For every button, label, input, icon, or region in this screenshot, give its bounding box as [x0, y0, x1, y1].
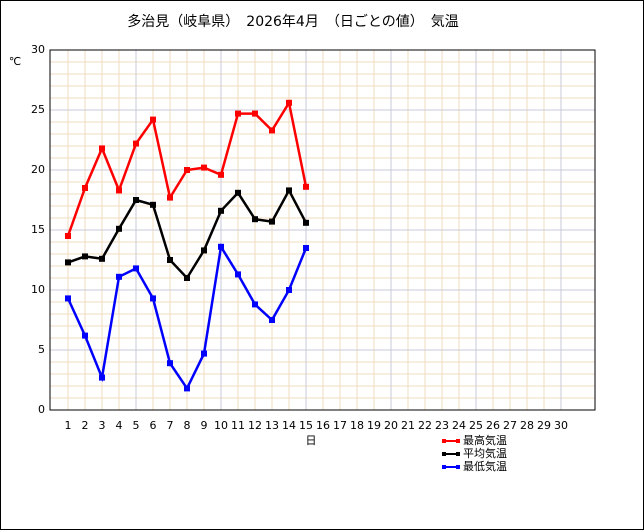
- point: [133, 140, 139, 147]
- point: [201, 164, 207, 171]
- legend-marker: [442, 465, 446, 469]
- point: [235, 110, 241, 117]
- point: [99, 145, 105, 152]
- point: [235, 271, 241, 278]
- x-tick-label: 2: [82, 419, 89, 432]
- x-tick-label: 15: [299, 419, 313, 432]
- x-tick-label: 23: [435, 419, 449, 432]
- point: [235, 189, 241, 196]
- y-tick-label: 10: [31, 283, 45, 296]
- x-tick-label: 1: [65, 419, 72, 432]
- point: [269, 127, 275, 134]
- x-tick-label: 24: [452, 419, 466, 432]
- x-tick-label: 28: [520, 419, 534, 432]
- x-tick-label: 16: [316, 419, 330, 432]
- y-axis-label: ℃: [9, 55, 21, 68]
- point: [65, 295, 71, 302]
- point: [303, 219, 309, 226]
- x-tick-label: 4: [116, 419, 123, 432]
- legend-marker: [442, 439, 446, 443]
- x-tick-label: 6: [150, 419, 157, 432]
- point: [116, 187, 122, 194]
- legend-marker: [442, 452, 446, 456]
- point: [167, 194, 173, 201]
- point: [201, 247, 207, 254]
- x-tick-label: 20: [384, 419, 398, 432]
- x-tick-label: 14: [282, 419, 296, 432]
- x-tick-label: 22: [418, 419, 432, 432]
- x-tick-label: 10: [214, 419, 228, 432]
- x-tick-label: 12: [248, 419, 262, 432]
- point: [184, 385, 190, 392]
- point: [167, 257, 173, 263]
- point: [65, 233, 71, 239]
- legend-marker: [456, 439, 460, 443]
- point: [150, 116, 156, 123]
- legend-marker: [456, 465, 460, 469]
- x-tick-label: 17: [333, 419, 347, 432]
- x-tick-label: 29: [537, 419, 551, 432]
- legend-label: 最高気温: [463, 433, 507, 447]
- point: [286, 287, 292, 293]
- x-tick-label: 8: [184, 419, 191, 432]
- point: [133, 265, 139, 272]
- point: [218, 171, 224, 178]
- point: [133, 197, 139, 203]
- x-tick-label: 25: [469, 419, 483, 432]
- chart-title: 多治見（岐阜県） 2026年4月 （日ごとの値） 気温: [127, 13, 458, 30]
- x-tick-label: 13: [265, 419, 279, 432]
- x-tick-label: 26: [486, 419, 500, 432]
- point: [167, 360, 173, 367]
- point: [269, 317, 275, 323]
- point: [252, 216, 258, 223]
- point: [82, 253, 88, 260]
- x-tick-label: 9: [201, 419, 208, 432]
- y-tick-label: 15: [31, 223, 45, 236]
- y-tick-label: 20: [31, 163, 45, 176]
- point: [286, 99, 292, 106]
- x-tick-label: 21: [401, 419, 415, 432]
- point: [218, 243, 224, 250]
- point: [184, 167, 190, 173]
- y-tick-label: 0: [38, 403, 45, 416]
- point: [99, 255, 105, 262]
- point: [150, 295, 156, 302]
- point: [184, 275, 190, 281]
- y-tick-label: 25: [31, 103, 45, 116]
- point: [82, 332, 88, 339]
- point: [201, 350, 207, 357]
- x-tick-label: 27: [503, 419, 517, 432]
- point: [252, 301, 258, 308]
- x-tick-label: 3: [99, 419, 106, 432]
- point: [82, 185, 88, 191]
- point: [303, 183, 309, 190]
- point: [99, 374, 105, 381]
- x-axis-label: 日: [306, 434, 317, 447]
- point: [303, 245, 309, 251]
- plot-border: [49, 49, 596, 411]
- point: [252, 110, 258, 117]
- point: [65, 259, 71, 266]
- x-tick-label: 19: [367, 419, 381, 432]
- x-tick-label: 7: [167, 419, 174, 432]
- x-tick-label: 30: [554, 419, 568, 432]
- x-tick-label: 11: [231, 419, 245, 432]
- point: [286, 187, 292, 194]
- point: [150, 201, 156, 208]
- point: [116, 273, 122, 280]
- point: [218, 207, 224, 214]
- x-tick-label: 18: [350, 419, 364, 432]
- point: [269, 218, 275, 225]
- y-tick-label: 30: [31, 43, 45, 56]
- point: [116, 225, 122, 232]
- x-tick-label: 5: [133, 419, 140, 432]
- legend-label: 最低気温: [463, 459, 507, 473]
- legend-marker: [456, 452, 460, 456]
- legend-label: 平均気温: [463, 446, 507, 460]
- y-tick-label: 5: [38, 343, 45, 356]
